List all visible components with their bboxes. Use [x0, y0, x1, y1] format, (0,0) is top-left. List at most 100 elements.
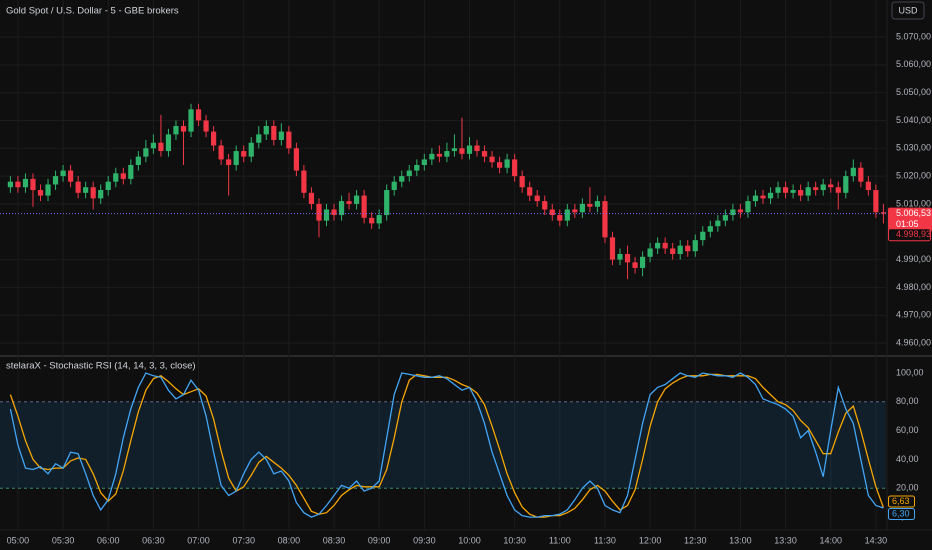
candle-body [30, 178, 36, 191]
candle-body [813, 187, 819, 191]
candle-body [120, 173, 126, 179]
x-tick-label: 07:30 [232, 535, 255, 545]
candle-body [639, 256, 646, 268]
currency-button[interactable] [891, 1, 925, 20]
y-tick-label: 5.060,00 [896, 59, 931, 69]
candle-body [15, 181, 21, 188]
candle-body [60, 170, 66, 177]
candle-body [775, 187, 781, 193]
candle-body [22, 178, 29, 188]
currency-label[interactable]: USD [898, 5, 918, 15]
y-tick-label: 4.970,00 [896, 310, 931, 320]
candle-body [98, 190, 104, 199]
candle-body [542, 201, 548, 210]
x-tick-label: 10:00 [458, 535, 481, 545]
candle-body [662, 242, 668, 249]
candle-body [737, 209, 744, 213]
x-tick-label: 14:30 [865, 535, 888, 545]
candle-body [632, 262, 638, 268]
last-price-box [888, 207, 932, 232]
y-tick-label: 5.040,00 [896, 115, 931, 125]
candle-body [391, 181, 397, 191]
candle-body [805, 187, 811, 196]
candle-body [7, 181, 13, 188]
candle-body [195, 109, 202, 121]
candle-body [203, 120, 209, 132]
candle-body [670, 248, 676, 255]
candle-body [421, 159, 427, 165]
y-tick-label: 5.070,00 [896, 31, 931, 41]
candle-body [557, 215, 563, 221]
x-tick-label: 13:30 [774, 535, 797, 545]
candle-body [609, 237, 616, 260]
candle-body [481, 151, 488, 157]
candle-body [293, 148, 299, 171]
candle-body [165, 134, 172, 152]
candle-body [384, 190, 390, 216]
candle-body [271, 126, 277, 140]
candle-body [180, 126, 187, 132]
candle-body [338, 201, 345, 216]
candle-body [376, 215, 382, 224]
band-fill [0, 401, 886, 489]
candle-body [504, 159, 510, 168]
candle-body [489, 156, 495, 163]
y-tick-label: 60,00 [896, 425, 919, 435]
candle-body [301, 170, 307, 193]
candle-body [564, 209, 570, 221]
candle-body [316, 203, 322, 221]
stoch-line [9, 373, 885, 518]
x-tick-label: 11:30 [594, 535, 616, 545]
candle-body [617, 254, 623, 260]
candle-body [572, 209, 578, 213]
candle-body [880, 212, 887, 214]
candle-body [647, 248, 653, 257]
x-tick-label: 14:00 [819, 535, 842, 545]
x-tick-label: 12:00 [639, 535, 662, 545]
candle-body [767, 192, 774, 199]
candle-body [527, 187, 533, 196]
candle-body [399, 176, 405, 182]
countdown-label: 01:05 [896, 219, 919, 229]
candle-body [700, 231, 706, 241]
indicator-title: stelaraX - Stochastic RSI (14, 14, 3, 3,… [6, 361, 196, 372]
candle-body [692, 240, 698, 252]
y-tick-label: 4.960,00 [896, 337, 931, 347]
x-tick-label: 13:00 [729, 535, 752, 545]
candle-body [715, 220, 721, 227]
last-value-box [888, 507, 915, 520]
symbol-title: Gold Spot / U.S. Dollar - 5 - GBE broker… [6, 6, 179, 17]
y-tick-label: 80,00 [896, 396, 919, 406]
candle-body [353, 195, 360, 204]
candle-body [798, 190, 804, 196]
x-tick-label: 10:30 [503, 535, 526, 545]
candle-body [308, 192, 315, 204]
candle-body [233, 151, 239, 165]
candle-body [150, 142, 156, 149]
candle-body [248, 142, 254, 157]
candle-body [75, 181, 81, 193]
last-value-label: 6,63 [892, 496, 910, 506]
candle-body [534, 195, 540, 202]
last-value-label: 6,30 [892, 508, 910, 518]
candle-body [105, 181, 111, 191]
x-tick-label: 12:30 [684, 535, 707, 545]
candle-body [406, 170, 412, 177]
candle-body [188, 109, 194, 132]
candle-body [286, 131, 292, 149]
x-tick-label: 08:30 [323, 535, 346, 545]
candle-body [865, 181, 871, 191]
candle-body [226, 159, 232, 165]
candle-body [45, 184, 51, 196]
candle-body [820, 184, 826, 191]
candle-body [858, 167, 864, 182]
candle-body [52, 176, 59, 185]
x-tick-label: 05:30 [52, 535, 75, 545]
candle-body [135, 156, 141, 165]
candle-body [173, 126, 179, 135]
candle-body [579, 203, 585, 213]
candle-body [782, 187, 789, 193]
candle-body [873, 190, 879, 213]
candle-body [68, 170, 74, 182]
